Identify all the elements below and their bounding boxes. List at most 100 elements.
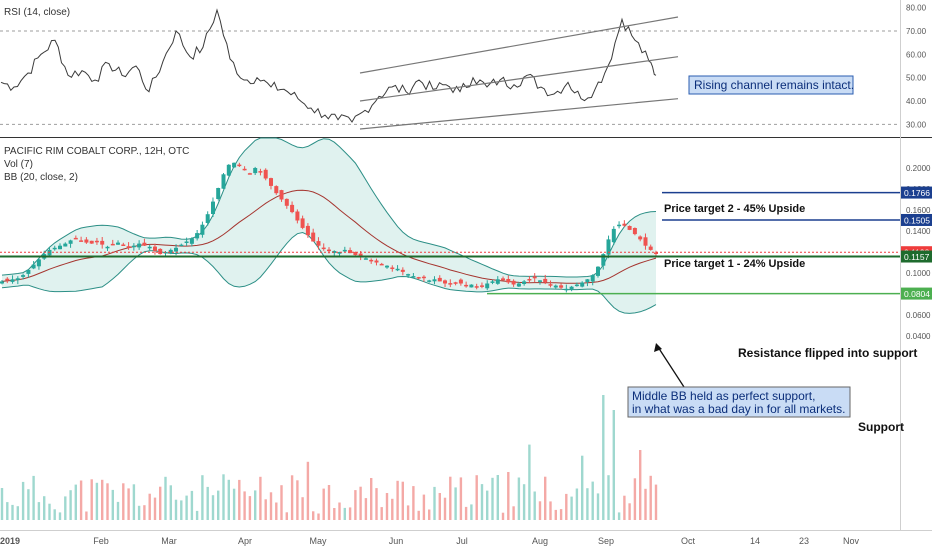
candle: [284, 198, 289, 209]
volume-bar: [623, 495, 626, 520]
candle: [242, 166, 247, 171]
volume-bar: [174, 499, 178, 520]
candle: [638, 235, 643, 242]
candle-body: [522, 281, 527, 284]
volume-bar: [32, 475, 35, 520]
candle: [290, 201, 295, 214]
volume-bar: [11, 504, 14, 520]
candle-body: [395, 268, 400, 271]
rsi-annotation: Rising channel remains intact.: [688, 75, 854, 95]
volume-bar: [644, 488, 647, 520]
vol-label: Vol (7): [4, 159, 33, 170]
candle: [532, 273, 537, 283]
candle-body: [279, 190, 284, 200]
candle-body: [574, 284, 579, 287]
resistance-label: Resistance flipped into support: [738, 346, 917, 360]
candle-body: [300, 218, 305, 228]
candle-body: [226, 164, 231, 176]
candle-body: [242, 168, 247, 171]
price-label-bg: [901, 186, 932, 199]
time-axis-label: Jul: [456, 536, 468, 546]
candle-body: [110, 243, 115, 246]
candle-body: [516, 283, 521, 287]
price-axis-tick: 0.0400: [906, 332, 931, 341]
candle-body: [189, 238, 194, 244]
volume-bar: [433, 486, 436, 520]
candle-body: [495, 279, 500, 284]
volume-bar: [16, 506, 19, 520]
volume-bar: [396, 480, 399, 520]
candle: [21, 273, 26, 280]
candle: [501, 276, 505, 281]
volume-bar: [206, 486, 209, 520]
candle-body: [564, 288, 569, 291]
volume-bar: [607, 475, 610, 520]
volume-bar: [69, 490, 72, 520]
volume-bar: [27, 489, 30, 520]
price-label-text: 0.1766: [904, 188, 930, 198]
volume-bar: [612, 410, 615, 520]
volume-bar: [37, 502, 41, 520]
candle: [332, 250, 337, 256]
candle-body: [385, 265, 389, 268]
candle: [485, 280, 490, 291]
volume-bar: [575, 488, 579, 520]
candle-body: [464, 284, 469, 287]
volume-bar: [370, 478, 373, 520]
price-axis-tick: 0.2000: [906, 164, 931, 173]
note-arrow-line: [657, 346, 685, 388]
volume-bar: [486, 490, 489, 520]
candle: [342, 246, 347, 253]
candle-body: [617, 224, 622, 227]
candle-body: [274, 186, 279, 194]
candle: [158, 248, 163, 255]
candle-body: [532, 276, 537, 279]
candle: [36, 258, 41, 270]
candle-body: [205, 214, 210, 223]
candle-body: [26, 269, 31, 274]
candle-body: [553, 285, 558, 288]
volume-bar: [243, 491, 246, 520]
volume-bar: [554, 509, 557, 520]
volume-bar: [148, 493, 151, 520]
candle-body: [237, 164, 242, 167]
candle-body: [580, 282, 585, 287]
candle: [648, 244, 653, 251]
candle-body: [632, 228, 637, 235]
bb-note-line1: Middle BB held as perfect support,: [632, 389, 815, 403]
candle: [311, 228, 316, 242]
volume-bar: [301, 497, 304, 520]
candle-body: [379, 263, 384, 266]
candle: [168, 248, 173, 255]
candle: [585, 279, 590, 287]
candle-body: [363, 258, 368, 260]
volume-bar: [464, 506, 468, 520]
candle: [295, 209, 300, 224]
volume-bar: [348, 507, 352, 520]
candle: [379, 262, 384, 266]
volume-bar: [0, 488, 4, 520]
candle-body: [253, 168, 258, 174]
candle-body: [211, 201, 215, 214]
candle-body: [569, 286, 574, 290]
candle: [374, 258, 379, 266]
candle: [448, 279, 453, 288]
candle: [58, 243, 62, 250]
candle-body: [316, 241, 321, 246]
candle: [279, 189, 284, 202]
candle-body: [374, 260, 379, 263]
volume-bar: [101, 479, 104, 520]
candle-body: [469, 284, 474, 288]
candle-body: [490, 281, 495, 283]
candle-body: [137, 243, 142, 248]
volume-bar: [190, 490, 194, 520]
volume-bar: [649, 475, 652, 520]
candle: [432, 276, 437, 285]
volume-bar: [538, 501, 542, 520]
candle: [490, 279, 495, 285]
candle: [543, 274, 548, 285]
volume-bar: [617, 512, 621, 520]
candle-body: [390, 267, 395, 269]
support-label: Support: [858, 420, 904, 434]
